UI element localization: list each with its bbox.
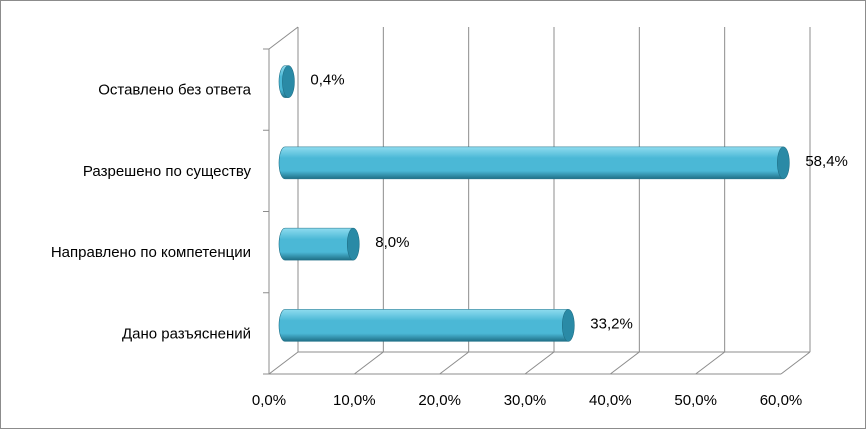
bar-cap bbox=[562, 309, 575, 342]
floor-gridline bbox=[524, 351, 555, 375]
bar-cap bbox=[777, 146, 790, 180]
labels-layer: 0,0% 10,0% 20,0% 30,0% 40,0% 50,0% 60,0% Дано р… bbox=[51, 72, 848, 409]
floor-gridline bbox=[354, 351, 384, 375]
category-label: Дано разъяснений bbox=[122, 325, 251, 342]
data-label: 8,0% bbox=[375, 234, 409, 251]
data-label: 33,2% bbox=[590, 315, 633, 332]
x-tick-label: 0,0% bbox=[252, 392, 286, 409]
x-tick-label: 50,0% bbox=[674, 392, 717, 409]
x-tick-label: 20,0% bbox=[418, 392, 461, 409]
bar-body bbox=[278, 146, 784, 180]
bars-layer bbox=[278, 65, 790, 342]
category-label: Оставлено без ответа bbox=[98, 82, 251, 99]
x-tick-label: 60,0% bbox=[760, 392, 803, 409]
category-label: Направлено по компетенции bbox=[51, 244, 251, 261]
floor-gridline bbox=[695, 351, 725, 375]
bar-body bbox=[278, 227, 354, 261]
bar-body bbox=[278, 309, 569, 342]
axis-layer bbox=[263, 26, 781, 375]
bar bbox=[278, 309, 575, 342]
floor-gridline bbox=[780, 351, 811, 375]
data-label: 0,4% bbox=[310, 72, 344, 89]
bar bbox=[278, 65, 295, 98]
x-tick-label: 10,0% bbox=[333, 392, 376, 409]
bar bbox=[278, 146, 790, 180]
category-label: Разрешено по существу bbox=[83, 163, 252, 180]
x-tick-label: 40,0% bbox=[589, 392, 632, 409]
floor-gridline bbox=[610, 351, 640, 375]
side-wall-edge bbox=[268, 26, 299, 50]
floor-gridline bbox=[439, 351, 469, 375]
bar bbox=[278, 227, 360, 261]
bar-cap bbox=[346, 227, 360, 261]
data-label: 58,4% bbox=[805, 153, 848, 170]
floor-gridline bbox=[268, 351, 299, 375]
bar-cap bbox=[282, 65, 295, 98]
x-tick-label: 30,0% bbox=[504, 392, 547, 409]
grid-layer bbox=[268, 27, 811, 375]
